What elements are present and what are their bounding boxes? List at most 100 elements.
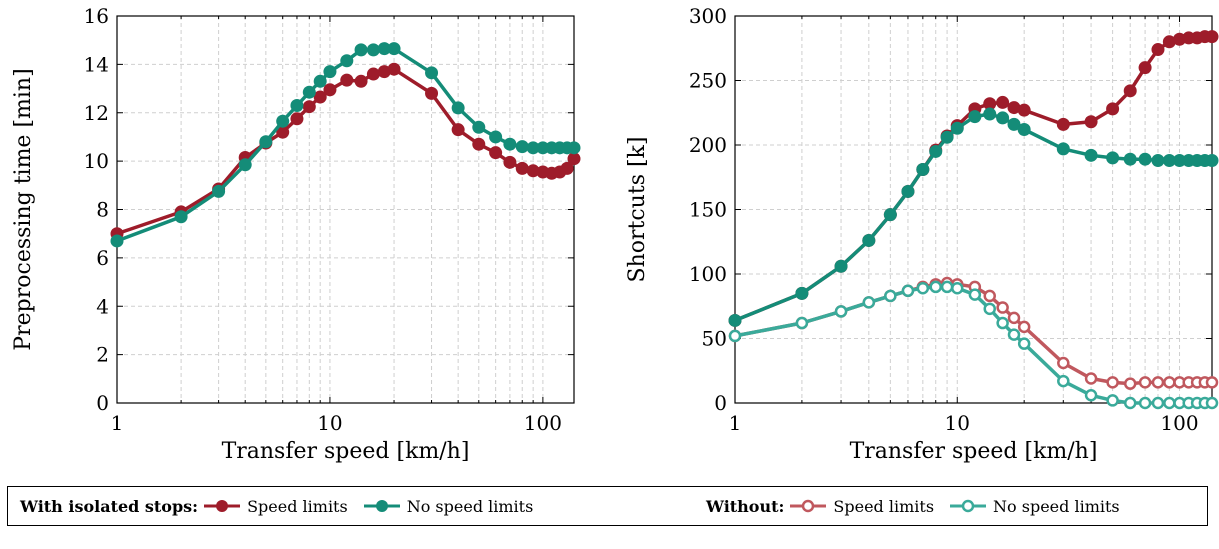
series — [728, 107, 1219, 327]
data-point — [1084, 389, 1098, 402]
legend-item-speed-limits-isolated: Speed limits — [202, 497, 348, 516]
data-point — [996, 111, 1010, 125]
legend-label: Speed limits — [247, 496, 348, 516]
data-point — [940, 280, 954, 294]
data-point — [1056, 117, 1070, 131]
data-point — [387, 62, 401, 76]
data-point — [238, 158, 252, 172]
data-point — [916, 281, 930, 295]
data-point — [313, 74, 327, 88]
data-point — [1205, 153, 1219, 167]
series — [110, 42, 581, 248]
data-point — [425, 86, 439, 100]
ticks: 1 10 100 0 2 4 6 8 10 12 14 16 — [84, 4, 574, 435]
data-point — [983, 107, 997, 121]
data-point — [728, 313, 742, 327]
data-point — [560, 161, 574, 175]
data-point — [901, 184, 915, 198]
data-point — [323, 65, 337, 79]
data-point — [1151, 153, 1165, 167]
data-point — [916, 163, 930, 177]
data-point — [1163, 396, 1176, 410]
y-tick-label: 200 — [689, 133, 727, 157]
data-point — [1007, 328, 1021, 341]
data-point — [1162, 35, 1176, 49]
data-point — [884, 289, 897, 303]
data-point — [901, 284, 915, 298]
legend-item-speed-limits-without: Speed limits — [788, 497, 934, 516]
data-point — [834, 259, 848, 273]
data-point — [526, 141, 540, 155]
data-point — [1138, 396, 1152, 410]
y-tick-label: 6 — [96, 246, 109, 270]
data-point — [276, 114, 290, 128]
data-point — [1123, 377, 1137, 390]
data-point — [515, 161, 529, 175]
x-tick-label: 100 — [524, 411, 562, 435]
data-point — [1205, 30, 1219, 44]
data-point — [996, 95, 1010, 109]
data-point — [983, 97, 997, 111]
legend-item-no-speed-limits-without: No speed limits — [948, 497, 1120, 516]
y-tick-label: 50 — [702, 327, 727, 351]
x-tick-label: 10 — [945, 411, 970, 435]
data-point — [1017, 123, 1031, 137]
data-point — [503, 155, 517, 169]
data-point — [1151, 43, 1165, 57]
data-point — [313, 90, 327, 104]
data-point — [1138, 376, 1152, 389]
data-point — [951, 281, 964, 295]
x-axis-label: Transfer speed [km/h] — [850, 439, 1098, 464]
data-point — [340, 54, 354, 68]
data-point — [996, 301, 1009, 314]
y-axis-label: Preprocessing time [min] — [11, 68, 36, 350]
data-point — [354, 74, 368, 88]
data-point — [1017, 103, 1031, 117]
data-point — [1123, 396, 1137, 410]
data-point — [489, 146, 503, 160]
data-point — [862, 233, 876, 247]
legend-item-no-speed-limits-isolated: No speed limits — [362, 496, 534, 516]
ticks: 1 10 100 0 50 100 150 200 250 300 — [689, 4, 1212, 435]
data-point — [366, 67, 380, 81]
y-tick-label: 0 — [714, 391, 727, 415]
y-tick-label: 0 — [96, 391, 109, 415]
data-point — [1205, 376, 1219, 389]
legend-group-title: With isolated stops: — [20, 496, 199, 516]
legend-marker-filled-red — [204, 500, 241, 512]
series — [728, 280, 1219, 410]
y-tick-label: 12 — [84, 101, 109, 125]
y-axis-label: Shortcuts [k] — [625, 137, 650, 283]
grid — [734, 15, 1212, 404]
data-point — [795, 316, 809, 330]
data-point — [1106, 151, 1120, 165]
data-point — [883, 208, 897, 222]
data-point — [1007, 117, 1021, 131]
legend-marker-hollow-green — [950, 499, 987, 513]
data-point — [302, 100, 316, 114]
x-tick-label: 1 — [111, 411, 124, 435]
data-point — [567, 152, 581, 166]
legend-label: No speed limits — [993, 496, 1120, 516]
data-point — [862, 296, 876, 309]
data-point — [1084, 115, 1098, 129]
x-tick-label: 10 — [317, 411, 342, 435]
data-point — [1017, 337, 1031, 350]
data-point — [1084, 372, 1098, 385]
y-tick-label: 8 — [96, 198, 109, 222]
data-point — [302, 85, 316, 99]
series-line — [734, 34, 1212, 323]
data-point — [1057, 374, 1070, 388]
data-point — [795, 286, 809, 300]
y-tick-label: 10 — [84, 149, 109, 173]
data-point — [929, 280, 942, 294]
data-point — [1007, 311, 1021, 325]
legend-marker-hollow-red — [790, 499, 827, 513]
legend-label: No speed limits — [406, 496, 534, 516]
data-point — [1162, 153, 1176, 167]
x-axis-label: Transfer speed [km/h] — [222, 439, 470, 464]
data-point — [1123, 84, 1137, 98]
data-point — [929, 144, 943, 158]
data-point — [1106, 376, 1119, 389]
data-point — [1106, 102, 1120, 116]
